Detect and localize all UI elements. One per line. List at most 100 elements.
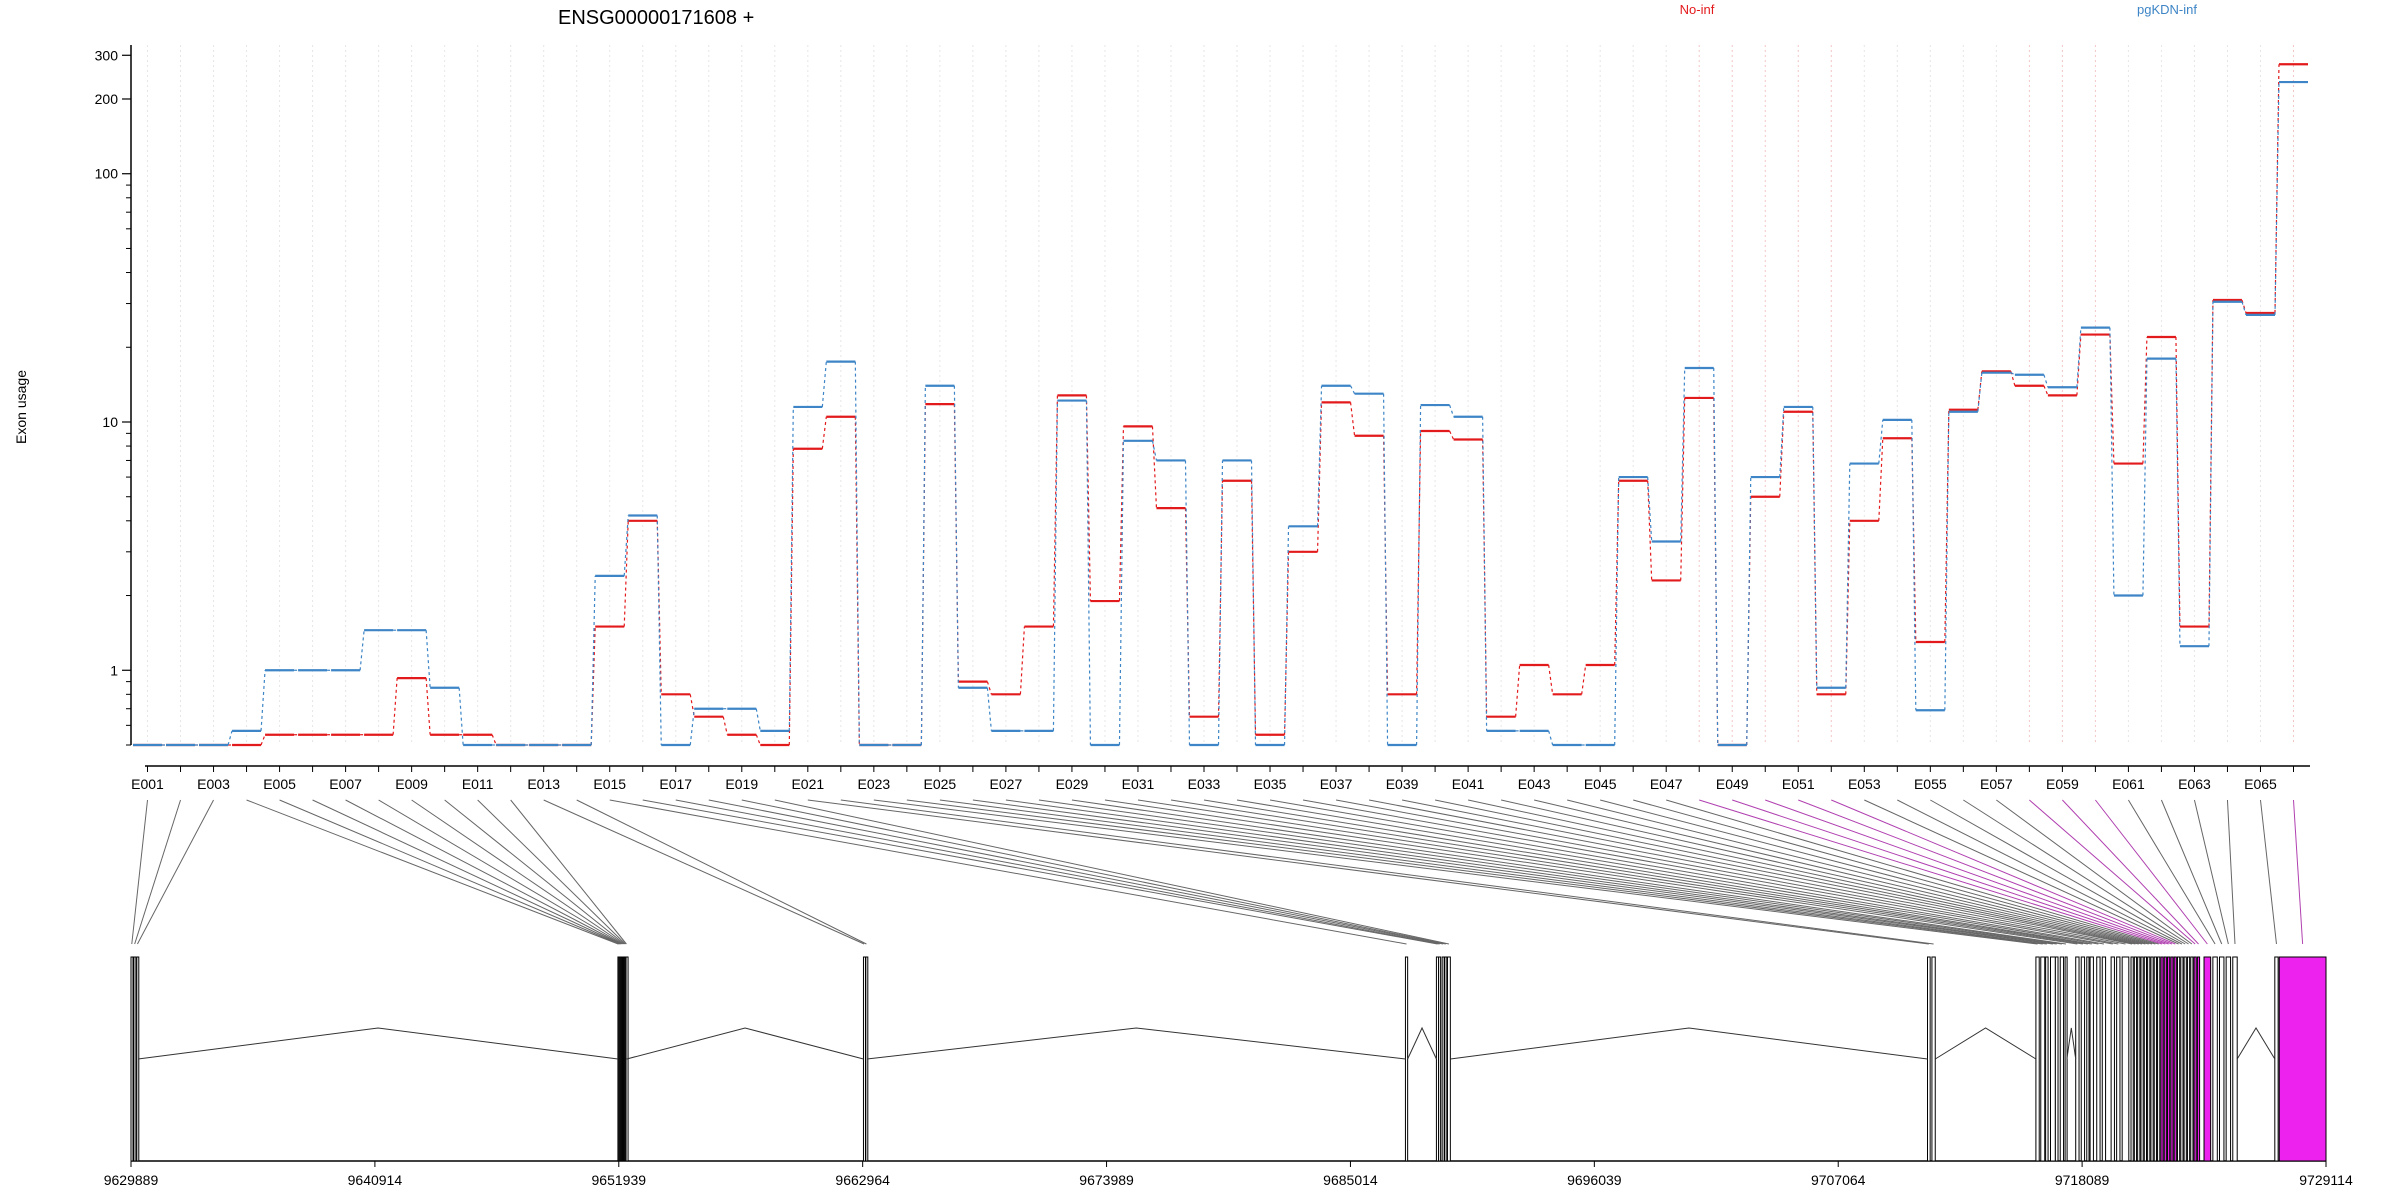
exon-connector xyxy=(1798,799,2173,945)
series-connector xyxy=(1349,402,1356,436)
series-connector xyxy=(1812,406,1818,688)
exon-box xyxy=(2140,956,2144,1162)
exon-connector xyxy=(1666,799,2159,945)
exon-box xyxy=(2278,956,2327,1162)
series-connector xyxy=(1911,419,1917,711)
exon-connector xyxy=(2292,799,2304,945)
exon-box xyxy=(2203,956,2212,1162)
series-connector xyxy=(392,678,398,735)
x-tick-label: E063 xyxy=(2178,776,2211,792)
intron-line xyxy=(2066,1027,2077,1060)
exon-connector xyxy=(741,799,1446,945)
series-connector xyxy=(1581,664,1587,695)
intron-line xyxy=(866,1027,1406,1060)
series-connector xyxy=(2043,374,2049,388)
exon-box xyxy=(2153,956,2157,1162)
x-tick-label: E029 xyxy=(1056,776,1089,792)
x-tick-label: E057 xyxy=(1980,776,2013,792)
exon-connector xyxy=(1600,799,2153,945)
exon-box xyxy=(2040,956,2046,1162)
exon-connector xyxy=(840,799,1934,945)
exon-connector xyxy=(1864,799,2179,945)
exon-box xyxy=(1438,956,1442,1162)
exon-box xyxy=(2116,956,2121,1162)
exon-box xyxy=(2176,956,2181,1162)
genome-tick-label: 9651939 xyxy=(592,1172,647,1188)
exon-connector xyxy=(134,799,181,945)
x-tick-label: E007 xyxy=(329,776,362,792)
series-connector xyxy=(788,448,794,746)
x-tick-label: E059 xyxy=(2046,776,2079,792)
x-tick-label: E051 xyxy=(1782,776,1815,792)
exon-box xyxy=(2133,956,2138,1162)
exon-connector xyxy=(609,799,1407,945)
y-axis-label: Exon usage xyxy=(13,370,29,444)
exon-box xyxy=(2219,956,2225,1162)
genome-tick-label: 9718089 xyxy=(2055,1172,2110,1188)
series-connector xyxy=(1283,526,1290,746)
exon-connector xyxy=(2029,799,2196,945)
series-connector xyxy=(1647,480,1653,581)
exon-connector xyxy=(2062,799,2199,945)
exon-box xyxy=(2054,956,2059,1162)
x-tick-label: E037 xyxy=(1320,776,1353,792)
series-connector xyxy=(1184,460,1191,746)
exon-box xyxy=(2173,956,2177,1162)
series-connector xyxy=(623,515,629,576)
exon-connector xyxy=(279,799,620,945)
exon-connector xyxy=(411,799,624,945)
exon-connector xyxy=(312,799,621,945)
exon-connector xyxy=(1302,799,2113,945)
series-connector xyxy=(2109,327,2115,596)
label-layer: ENSG00000171608 + No-inf pgKDN-inf Exon … xyxy=(13,2,2353,1188)
exon-box xyxy=(2147,956,2151,1162)
exon-box xyxy=(2170,956,2174,1162)
x-tick-label: E039 xyxy=(1386,776,1419,792)
exon-connector xyxy=(1038,799,2062,945)
series-connector xyxy=(491,734,497,746)
series-connector xyxy=(1382,393,1389,746)
exon-connector xyxy=(906,799,2043,945)
series-connector xyxy=(2274,82,2280,315)
series-connector xyxy=(260,670,266,731)
exon-connector xyxy=(1963,799,2189,945)
y-tick-label: 300 xyxy=(95,47,119,63)
series-connector xyxy=(260,734,266,746)
exon-connector xyxy=(543,799,865,945)
exon-connector xyxy=(1137,799,2083,945)
series-connector xyxy=(1944,409,1950,642)
exon-connector xyxy=(1501,799,2143,945)
exon-box xyxy=(2045,956,2049,1162)
exon-connector xyxy=(1567,799,2149,945)
exon-box xyxy=(1441,956,1445,1162)
series-connector xyxy=(425,630,431,688)
exon-box xyxy=(2225,956,2232,1162)
exon-connector xyxy=(708,799,1444,945)
x-tick-label: E017 xyxy=(659,776,692,792)
x-tick-label: E025 xyxy=(924,776,957,792)
exon-connector xyxy=(1930,799,2186,945)
series-connector xyxy=(1019,626,1026,695)
exon-connector xyxy=(1401,799,2133,945)
series-connector xyxy=(1415,430,1422,695)
exon-connector xyxy=(510,799,627,945)
exon-connector xyxy=(1732,799,2166,945)
exon-box xyxy=(1927,956,1931,1162)
series-connector xyxy=(1746,477,1752,746)
exon-box xyxy=(2086,956,2090,1162)
x-tick-label: E003 xyxy=(197,776,230,792)
series-connector xyxy=(2010,371,2016,386)
exon-box xyxy=(2064,956,2068,1162)
series-connector xyxy=(1449,404,1455,417)
x-tick-label: E043 xyxy=(1518,776,1551,792)
series-connector xyxy=(1680,397,1686,581)
exon-connector xyxy=(675,799,1440,945)
intron-line xyxy=(1450,1027,1928,1060)
exon-connector xyxy=(1765,799,2169,945)
y-tick-label: 200 xyxy=(95,91,119,107)
exon-connector xyxy=(131,799,149,945)
exon-connector xyxy=(939,799,2047,945)
exon-box xyxy=(2089,956,2094,1162)
y-tick-label: 10 xyxy=(102,414,118,430)
x-tick-label: E019 xyxy=(725,776,758,792)
